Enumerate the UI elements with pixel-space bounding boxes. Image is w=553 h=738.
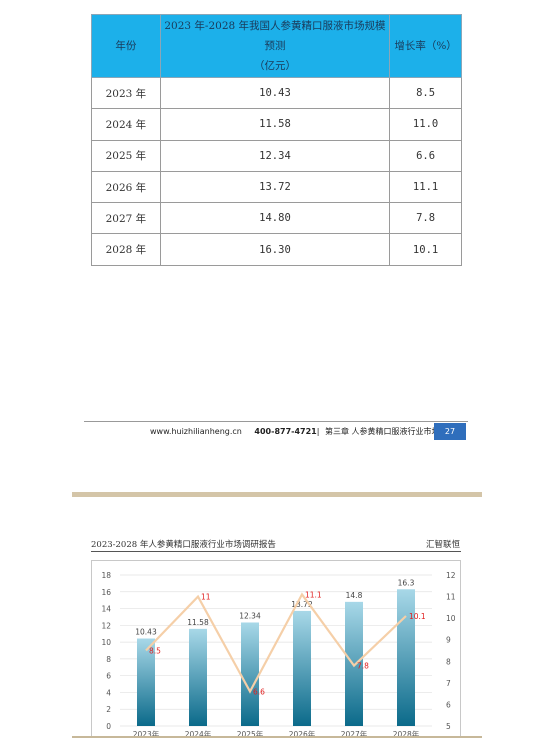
header-scale-line2: （亿元） [253, 60, 296, 72]
cell-scale: 14.80 [159, 202, 391, 235]
cell-year: 2028 年 [91, 233, 161, 266]
footer-phone: 400-877-4721 [254, 427, 317, 436]
bar [189, 628, 207, 726]
header-growth: 增长率（%） [389, 14, 462, 78]
bar-value-label: 10.43 [135, 628, 157, 637]
y2-tick-label: 9 [446, 636, 451, 645]
bar-value-label: 14.8 [346, 591, 363, 600]
x-tick-label: 2024年 [185, 729, 212, 738]
y2-tick-label: 7 [446, 679, 451, 688]
x-tick-label: 2028年 [393, 729, 420, 738]
bar-value-label: 13.72 [291, 600, 313, 609]
y2-tick-label: 12 [446, 571, 456, 580]
cell-growth: 6.6 [389, 139, 462, 172]
report-title: 2023-2028 年人参黄精口服液行业市场调研报告 [91, 540, 276, 550]
footer-pipe: | [316, 427, 320, 436]
cell-year: 2025 年 [91, 139, 161, 172]
page-bottom-edge [72, 736, 482, 738]
y2-tick-label: 8 [446, 657, 451, 666]
cell-year: 2024 年 [91, 108, 161, 141]
bar [397, 589, 415, 726]
y2-tick-label: 6 [446, 700, 451, 709]
header-scale-line1: 2023 年-2028 年我国人参黄精口服液市场规模预测 [164, 20, 386, 52]
bar-value-label: 12.34 [239, 611, 261, 620]
cell-scale: 11.58 [159, 108, 391, 141]
line-value-label: 10.1 [409, 612, 426, 621]
table-header-row: 年份 2023 年-2028 年我国人参黄精口服液市场规模预测 （亿元） 增长率… [91, 14, 462, 78]
page-separator [72, 492, 482, 497]
cell-growth: 10.1 [389, 233, 462, 266]
header-divider [91, 551, 461, 552]
brand-name: 汇智联恒 [426, 540, 461, 550]
x-tick-label: 2023年 [133, 729, 160, 738]
line-value-label: 11.1 [305, 590, 322, 599]
y-tick-label: 0 [106, 722, 111, 731]
bar [137, 638, 155, 726]
y2-tick-label: 5 [446, 722, 451, 731]
x-tick-label: 2025年 [237, 729, 264, 738]
bar-value-label: 11.58 [187, 618, 209, 627]
forecast-chart: 0 2 4 6 8 10 12 14 16 18 5 6 7 8 9 10 11 12 10.43 2023年 11.5… [91, 560, 461, 738]
cell-growth: 11.0 [389, 108, 462, 141]
cell-growth: 8.5 [389, 76, 462, 110]
y-tick-label: 18 [101, 571, 111, 580]
table-row: 2023 年 10.43 8.5 [91, 76, 462, 110]
cell-scale: 13.72 [159, 170, 391, 204]
bar [241, 622, 259, 726]
footer-url[interactable]: www.huizhilianheng.cn [150, 427, 242, 436]
bar-value-label: 16.3 [398, 578, 415, 587]
footer-chapter: 第三章 人参黄精口服液行业市场分析 [324, 427, 456, 436]
table-row: 2024 年 11.58 11.0 [91, 108, 462, 141]
table-row: 2026 年 13.72 11.1 [91, 170, 462, 204]
chart-svg: 0 2 4 6 8 10 12 14 16 18 5 6 7 8 9 10 11 12 10.43 2023年 11.5… [101, 571, 456, 738]
table-row: 2028 年 16.30 10.1 [91, 233, 462, 266]
line-value-label: 7.8 [357, 662, 369, 671]
y-tick-label: 16 [101, 588, 111, 597]
y-tick-label: 2 [106, 705, 111, 714]
cell-scale: 12.34 [159, 139, 391, 172]
table-row: 2025 年 12.34 6.6 [91, 139, 462, 172]
cell-growth: 7.8 [389, 202, 462, 235]
line-value-label: 8.5 [149, 647, 161, 656]
cell-year: 2023 年 [91, 76, 161, 110]
page-number: 27 [434, 423, 466, 440]
x-tick-label: 2026年 [289, 729, 316, 738]
y2-tick-label: 11 [446, 593, 456, 602]
cell-growth: 11.1 [389, 170, 462, 204]
y-tick-label: 12 [101, 621, 111, 630]
table-row: 2027 年 14.80 7.8 [91, 202, 462, 235]
cell-year: 2026 年 [91, 170, 161, 204]
growth-line [145, 592, 407, 694]
forecast-table: 年份 2023 年-2028 年我国人参黄精口服液市场规模预测 （亿元） 增长率… [91, 14, 462, 266]
y-tick-label: 8 [106, 655, 111, 664]
bar [293, 610, 311, 726]
x-tick-label: 2027年 [341, 729, 368, 738]
footer-divider [84, 421, 468, 422]
y-tick-label: 6 [106, 672, 111, 681]
header-scale: 2023 年-2028 年我国人参黄精口服液市场规模预测 （亿元） [159, 14, 391, 78]
line-value-label: 11 [201, 593, 211, 602]
cell-scale: 10.43 [159, 76, 391, 110]
cell-scale: 16.30 [159, 233, 391, 266]
page-footer: www.huizhilianheng.cn 400-877-4721| 第三章 … [150, 426, 456, 437]
y-tick-label: 14 [101, 605, 111, 614]
cell-year: 2027 年 [91, 202, 161, 235]
y2-tick-label: 10 [446, 614, 456, 623]
y-tick-label: 4 [106, 688, 111, 697]
y-tick-label: 10 [101, 638, 111, 647]
header-year: 年份 [91, 14, 161, 78]
line-value-label: 6.6 [253, 687, 265, 696]
